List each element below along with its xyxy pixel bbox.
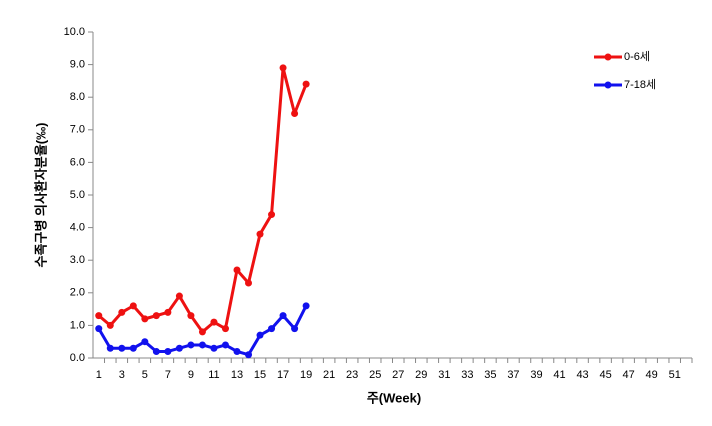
point [221, 341, 229, 349]
x-tick-label: 29 [415, 369, 427, 381]
point [129, 302, 137, 310]
y-tick-label: 2.0 [70, 287, 85, 299]
point [164, 308, 172, 316]
x-tick-label: 9 [188, 369, 194, 381]
x-tick-label: 39 [530, 369, 542, 381]
point [152, 347, 160, 355]
y-tick-label: 4.0 [70, 222, 85, 234]
y-tick-label: 10.0 [64, 26, 85, 38]
point [187, 312, 195, 320]
point [164, 347, 172, 355]
point [141, 315, 149, 323]
y-tick-label: 1.0 [70, 319, 85, 331]
point [279, 312, 287, 320]
point [291, 110, 299, 117]
x-tick-label: 41 [553, 369, 565, 381]
x-tick-label: 1 [96, 369, 102, 381]
y-tick-label: 0.0 [70, 352, 85, 364]
x-tick-label: 51 [669, 369, 681, 381]
x-tick-label: 19 [300, 369, 312, 381]
point [210, 344, 218, 352]
point [95, 325, 103, 333]
point [233, 347, 241, 355]
point [198, 328, 206, 336]
x-tick-label: 13 [231, 369, 243, 381]
x-axis-label: 주(Week) [367, 390, 421, 405]
point [210, 318, 218, 326]
point [175, 344, 183, 352]
y-tick-label: 9.0 [70, 59, 85, 71]
x-tick-label: 23 [346, 369, 358, 381]
point [152, 312, 160, 320]
x-tick-label: 35 [484, 369, 496, 381]
point [302, 302, 310, 310]
x-tick-label: 49 [646, 369, 658, 381]
point [256, 230, 264, 238]
y-tick-label: 3.0 [70, 254, 85, 266]
x-tick-label: 3 [119, 369, 125, 381]
point [245, 279, 253, 287]
point [118, 308, 126, 316]
point [175, 292, 183, 300]
x-tick-label: 25 [369, 369, 381, 381]
y-tick-label: 7.0 [70, 124, 85, 136]
point [233, 266, 241, 274]
point [106, 321, 114, 329]
x-tick-label: 21 [323, 369, 335, 381]
point [198, 341, 206, 349]
x-tick-label: 47 [623, 369, 635, 381]
legend-marker [604, 53, 612, 61]
point [129, 344, 137, 352]
point [302, 80, 310, 88]
point [118, 344, 126, 352]
point [245, 351, 253, 359]
point [141, 338, 149, 346]
x-tick-label: 17 [277, 369, 289, 381]
y-tick-label: 6.0 [70, 156, 85, 168]
legend-label: 0-6세 [624, 50, 650, 63]
point [268, 211, 276, 219]
x-tick-label: 45 [599, 369, 611, 381]
point [291, 325, 299, 333]
y-axis-label: 수족구병 의사환자분율(‰) [33, 123, 48, 268]
x-tick-label: 11 [208, 369, 219, 381]
point [279, 64, 287, 72]
x-tick-label: 33 [461, 369, 473, 381]
x-tick-label: 15 [254, 369, 266, 381]
point [256, 331, 264, 339]
x-tick-label: 5 [142, 369, 148, 381]
point [187, 341, 195, 349]
point [95, 312, 103, 320]
x-tick-label: 37 [507, 369, 519, 381]
legend-marker [604, 81, 612, 89]
legend-label: 7-18세 [624, 78, 656, 91]
x-tick-label: 27 [392, 369, 404, 381]
point [221, 325, 229, 333]
point [268, 325, 276, 333]
y-tick-label: 8.0 [70, 91, 85, 103]
x-tick-label: 43 [576, 369, 588, 381]
y-tick-label: 5.0 [70, 189, 85, 201]
point [106, 344, 114, 352]
x-tick-label: 7 [165, 369, 171, 381]
x-tick-label: 31 [438, 369, 450, 381]
